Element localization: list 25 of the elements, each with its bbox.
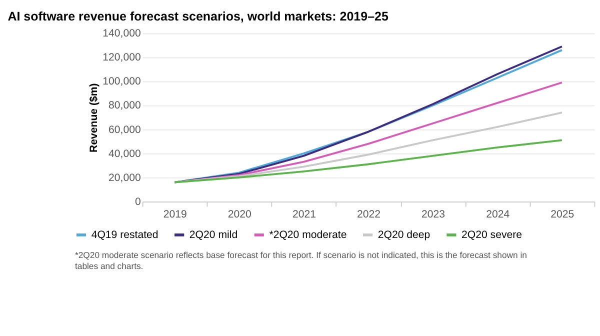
legend-label: 2Q20 deep <box>378 228 430 241</box>
y-tick-label: 20,000 <box>108 172 141 184</box>
y-tick-label: 80,000 <box>108 100 141 112</box>
y-tick-label: 100,000 <box>102 76 141 88</box>
text: *2Q20 moderate scenario reflects base forecast for this report. If scenario is not indicated, this is the forecast shown in tables and charts. <box>75 250 528 271</box>
x-tick-label: 2023 <box>422 208 446 220</box>
y-tick-label: 120,000 <box>102 52 141 64</box>
x-tick-label: 2021 <box>292 208 316 220</box>
y-tick-label: 60,000 <box>108 124 141 136</box>
legend-label: 2Q20 mild <box>189 228 238 241</box>
legend-label: 2Q20 severe <box>462 228 522 241</box>
line-series <box>174 139 563 184</box>
x-tick-label: 2019 <box>163 208 187 220</box>
legend-label: *2Q20 moderate <box>269 228 347 241</box>
chart-title: AI software revenue forecast scenarios, world markets: 2019–25 <box>8 10 388 24</box>
x-tick-label: 2022 <box>357 208 381 220</box>
y-tick-label: 0 <box>134 196 141 208</box>
x-tick-label: 2020 <box>228 208 252 220</box>
x-tick-label: 2024 <box>486 208 510 220</box>
y-tick-label: 140,000 <box>102 28 141 40</box>
legend-label: 4Q19 restated <box>91 228 158 241</box>
line-series <box>174 112 563 184</box>
x-tick-label: 2025 <box>550 208 574 220</box>
y-axis-title: Revenue ($m) <box>88 83 100 152</box>
y-tick-label: 40,000 <box>108 148 141 160</box>
